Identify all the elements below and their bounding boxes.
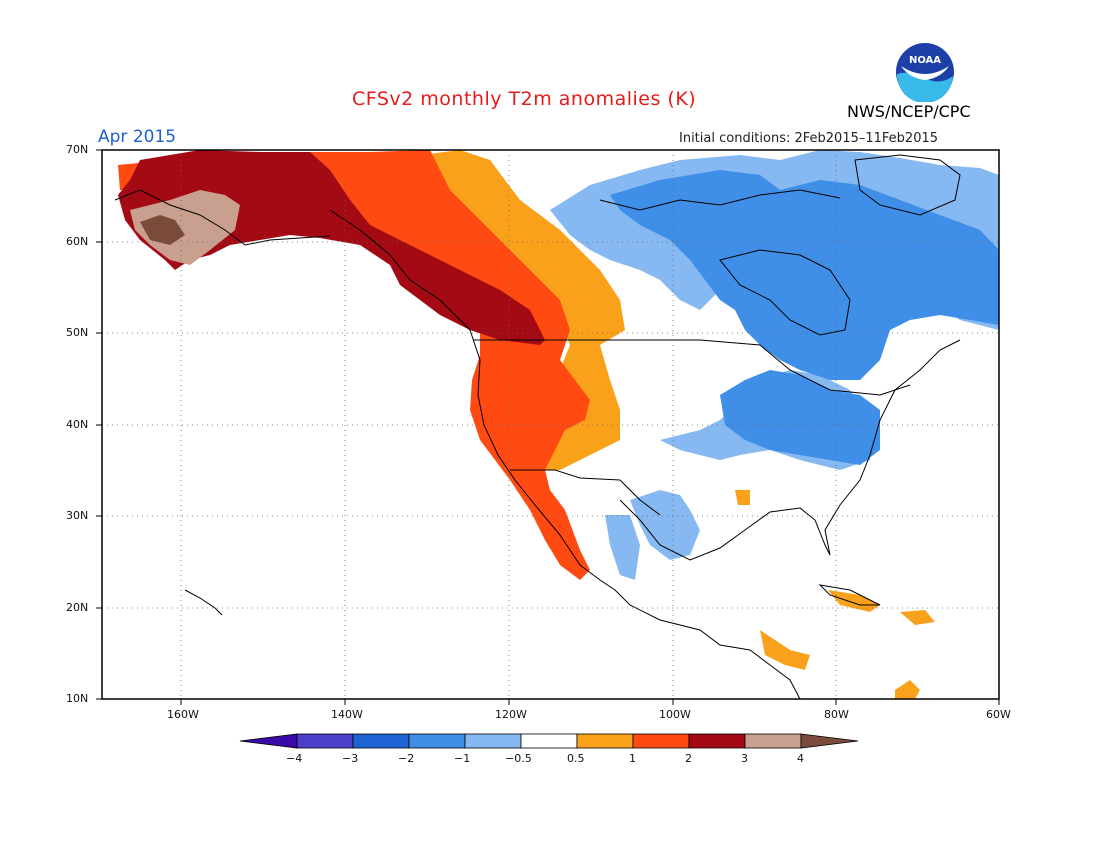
lon-label: 160W	[167, 708, 199, 721]
anomaly-brown-sw-alaska	[140, 215, 185, 245]
anomaly-blue-great-lakes	[720, 370, 880, 465]
colorbar-bin-1	[296, 733, 354, 749]
lat-label: 40N	[66, 418, 89, 431]
lat-label: 50N	[66, 326, 89, 339]
colorbar-arrow-high	[800, 733, 859, 749]
colorbar-tick: 4	[797, 752, 804, 765]
anomaly-orange-florida	[735, 490, 750, 505]
colorbar-tick: 2	[685, 752, 692, 765]
initial-conditions: Initial conditions: 2Feb2015–11Feb2015	[679, 131, 939, 146]
map-title: CFSv2 monthly T2m anomalies (K)	[352, 88, 697, 110]
colorbar-tick: 3	[741, 752, 748, 765]
anomaly-light-blue-texas	[630, 490, 700, 560]
noaa-logo: NOAA	[896, 43, 954, 102]
colorbar-bin-2	[352, 733, 410, 749]
lat-label: 10N	[66, 692, 89, 705]
anomaly-fields	[118, 150, 999, 699]
alaska-coastline	[114, 189, 331, 246]
anomaly-light-blue-mexico	[605, 515, 640, 580]
lat-label: 20N	[66, 601, 89, 614]
anomaly-red-orange-pacific	[310, 150, 590, 580]
colorbar-bin-6	[576, 733, 634, 749]
anomaly-orange-hispaniola	[900, 610, 935, 625]
colorbar-bin-4	[464, 733, 522, 749]
noaa-logo-text: NOAA	[909, 55, 941, 66]
agency-label: NWS/NCEP/CPC	[847, 102, 971, 121]
lon-label: 140W	[331, 708, 363, 721]
anomaly-blue-quebec	[610, 170, 999, 380]
colorbar-bin-8	[688, 733, 746, 749]
anomaly-orange-central-america	[760, 630, 810, 670]
colorbar-tick: −2	[398, 752, 415, 765]
pacific-coastline	[329, 209, 801, 700]
coastlines	[114, 154, 961, 700]
colorbar-tick: 1	[629, 752, 636, 765]
colorbar	[239, 733, 859, 749]
anomaly-tan-sw-alaska	[130, 190, 240, 265]
tick-marks	[96, 149, 1000, 705]
colorbar-bin-9	[744, 733, 802, 749]
lon-label: 100W	[659, 708, 691, 721]
colorbar-bin-3	[408, 733, 466, 749]
lon-label: 120W	[495, 708, 527, 721]
colorbar-arrow-low	[239, 733, 298, 749]
colorbar-tick: −3	[342, 752, 359, 765]
colorbar-tick: −1	[454, 752, 471, 765]
colorbar-tick: −4	[286, 752, 303, 765]
forecast-period: Apr 2015	[98, 127, 177, 147]
cuba	[818, 584, 881, 606]
lat-label: 70N	[66, 143, 89, 156]
gulf-coastline	[619, 339, 961, 561]
us-mexico-border	[510, 469, 661, 516]
colorbar-tick: 0.5	[567, 752, 585, 765]
colorbar-bin-7	[632, 733, 690, 749]
anomaly-orange-south-america	[895, 680, 920, 699]
hawaii	[184, 589, 223, 616]
lon-label: 80W	[824, 708, 849, 721]
anomaly-orange-caribbean	[828, 590, 880, 612]
colorbar-bin-5	[520, 733, 578, 749]
us-canada-border	[473, 339, 911, 396]
colorbar-tick: −0.5	[505, 752, 532, 765]
lat-label: 60N	[66, 235, 89, 248]
hudson-bay	[719, 249, 851, 336]
lon-label: 60W	[986, 708, 1011, 721]
lat-label: 30N	[66, 509, 89, 522]
greenland	[854, 154, 961, 216]
north-america-arctic	[599, 189, 841, 211]
